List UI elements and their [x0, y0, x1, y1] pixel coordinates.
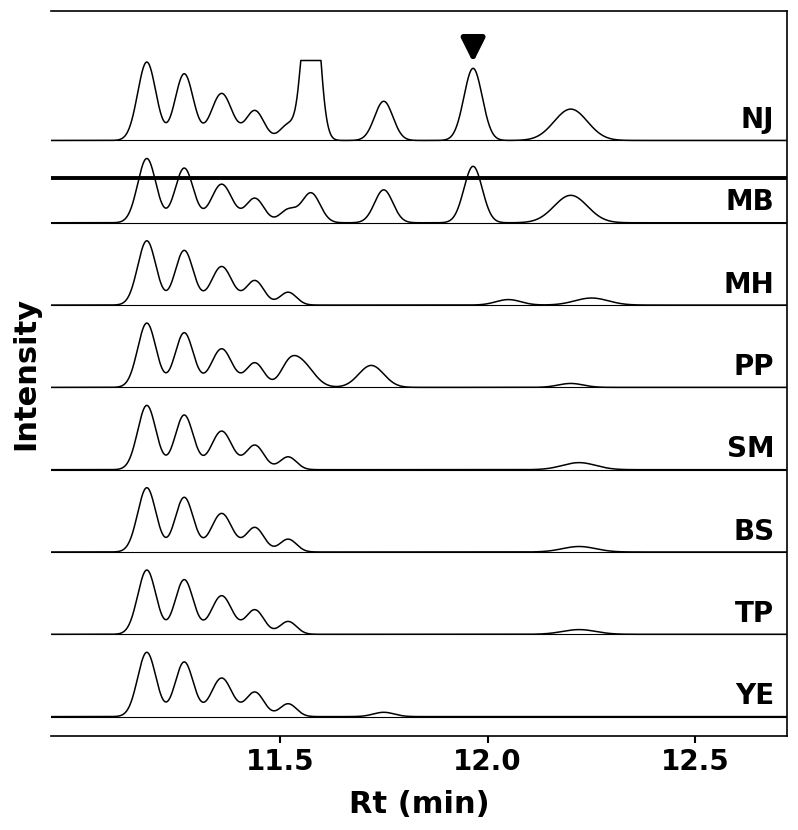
- Text: MB: MB: [725, 188, 774, 217]
- Text: MH: MH: [724, 271, 774, 299]
- Text: BS: BS: [733, 518, 774, 545]
- Y-axis label: Intensity: Intensity: [11, 297, 40, 450]
- Text: NJ: NJ: [741, 106, 774, 134]
- Text: YE: YE: [735, 682, 774, 710]
- Text: SM: SM: [727, 436, 774, 463]
- Text: PP: PP: [734, 353, 774, 381]
- X-axis label: Rt (min): Rt (min): [349, 790, 489, 819]
- Text: TP: TP: [735, 600, 774, 628]
